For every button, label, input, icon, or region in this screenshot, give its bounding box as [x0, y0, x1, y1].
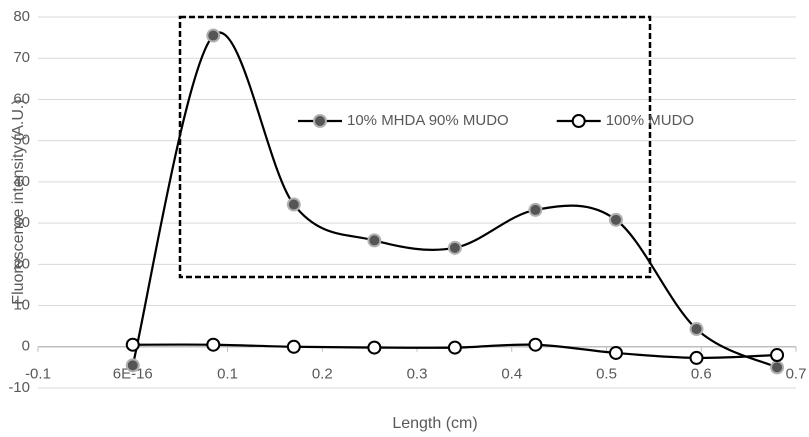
highlight-box: [178, 15, 652, 279]
x-tick-label: 6E-16: [113, 366, 153, 383]
data-point: [770, 360, 785, 375]
y-tick-label: 40: [13, 173, 30, 190]
data-point: [608, 212, 623, 227]
data-point: [367, 340, 382, 355]
y-tick-label: 60: [13, 90, 30, 107]
data-point: [528, 337, 543, 352]
y-tick-label: -10: [8, 379, 30, 396]
data-point: [206, 337, 221, 352]
y-tick-label: 70: [13, 49, 30, 66]
data-point: [447, 340, 462, 355]
data-point: [206, 28, 221, 43]
y-tick-label: 30: [13, 214, 30, 231]
x-tick-label: 0.4: [501, 366, 522, 383]
data-point: [286, 197, 301, 212]
legend-label: 10% MHDA 90% MUDO: [347, 112, 509, 129]
legend-label: 100% MUDO: [606, 112, 694, 129]
y-tick-label: 0: [22, 338, 30, 355]
y-tick-label: 80: [13, 8, 30, 25]
data-point: [770, 348, 785, 363]
data-point: [608, 345, 623, 360]
x-tick-label: 0.3: [407, 366, 428, 383]
x-tick-label: 0.1: [217, 366, 238, 383]
data-point: [528, 202, 543, 217]
legend-marker: [571, 114, 586, 128]
data-point: [689, 322, 704, 337]
y-tick-label: 50: [13, 132, 30, 149]
data-point: [125, 337, 140, 352]
x-tick-label: 0.2: [312, 366, 333, 383]
y-tick-label: 10: [13, 297, 30, 314]
x-tick-label: -0.1: [25, 366, 51, 383]
y-axis-title: Fluorescence intensity (A.U.): [10, 99, 27, 304]
x-tick-label: 0.5: [596, 366, 617, 383]
data-point: [447, 240, 462, 255]
series-line: [131, 31, 778, 369]
x-tick-label: 0.7: [786, 366, 807, 383]
data-point: [286, 339, 301, 354]
data-point: [367, 233, 382, 248]
y-tick-label: 20: [13, 255, 30, 272]
data-point: [125, 358, 140, 373]
x-axis-title: Length (cm): [392, 415, 477, 432]
legend-marker: [313, 114, 327, 128]
data-point: [689, 350, 704, 365]
x-tick-label: 0.6: [691, 366, 712, 383]
